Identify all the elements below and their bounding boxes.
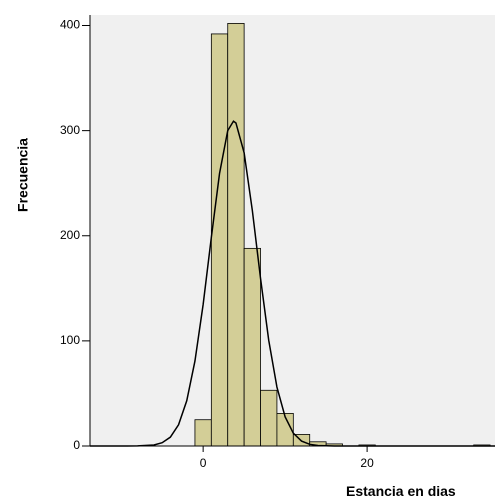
y-tick-label: 0 <box>73 438 80 452</box>
y-tick-label: 100 <box>60 333 80 347</box>
y-tick-label: 400 <box>60 18 80 32</box>
bar <box>210 33 229 447</box>
x-tick-label: 20 <box>360 456 374 470</box>
bar <box>227 23 245 447</box>
y-axis-title: Frecuencia <box>15 138 31 212</box>
y-tick-label: 200 <box>60 228 80 242</box>
normal-curve <box>90 120 495 447</box>
bar <box>243 247 261 447</box>
bar <box>260 389 278 447</box>
y-tick-label: 300 <box>60 123 80 137</box>
x-tick-label: 0 <box>200 456 207 470</box>
plot-area <box>90 15 495 446</box>
marks <box>90 23 495 447</box>
bar <box>194 419 212 447</box>
x-axis-title: Estancia en dias <box>346 483 456 499</box>
